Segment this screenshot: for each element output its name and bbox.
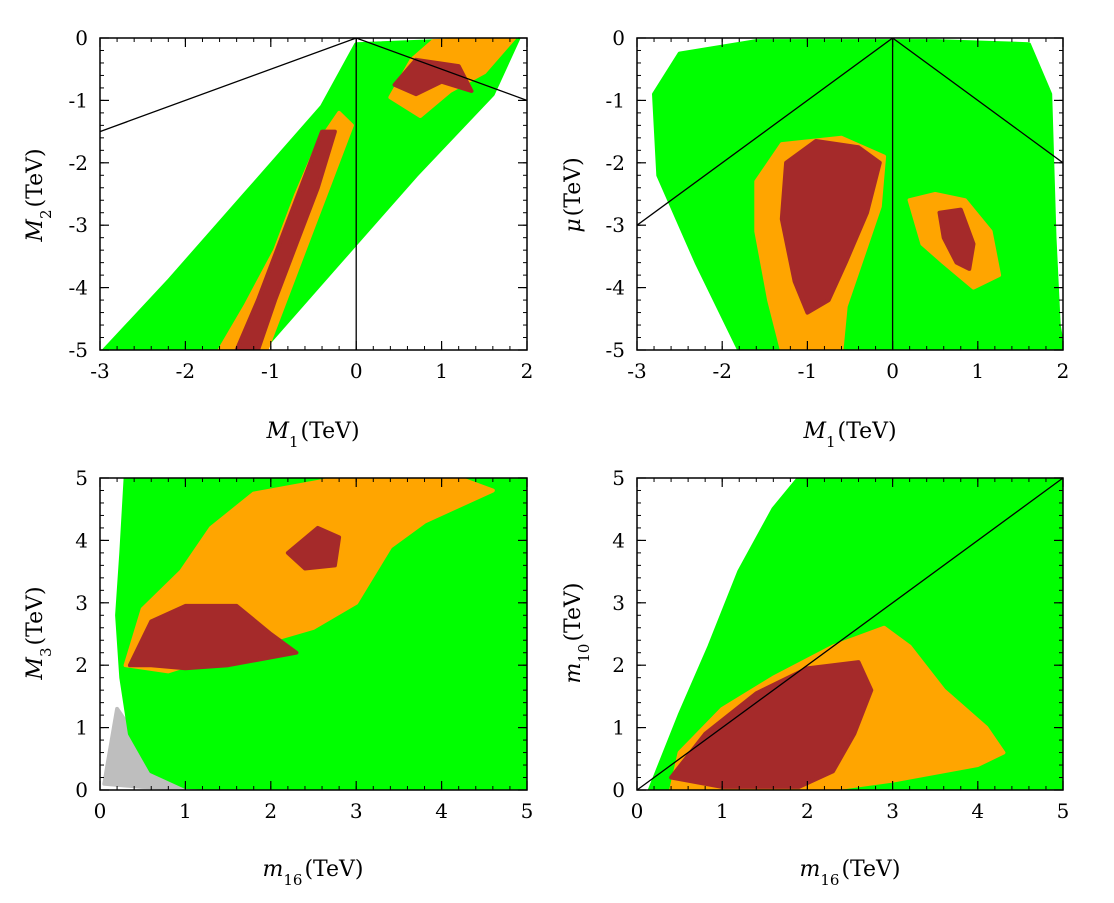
y-tick-label: -3 bbox=[606, 213, 625, 237]
y-tick-label: 0 bbox=[612, 26, 625, 50]
y-axis-label: μ(TeV) bbox=[561, 157, 586, 232]
y-tick-label: 3 bbox=[612, 591, 625, 615]
y-tick-label: 1 bbox=[75, 716, 88, 740]
x-axis-label: M1(TeV) bbox=[265, 419, 359, 451]
x-tick-label: -3 bbox=[90, 359, 109, 383]
x-tick-label: 0 bbox=[350, 359, 363, 383]
x-tick-label: -2 bbox=[176, 359, 195, 383]
y-tick-label: 2 bbox=[75, 653, 88, 677]
region-brown-lower bbox=[127, 603, 299, 671]
axis-ticks: 0 1 2 3 4 5 0 1 2 3 4 5 bbox=[612, 466, 1069, 823]
reference-line-0 bbox=[100, 38, 357, 133]
panel-m1-m2: -3 -2 -1 0 1 2 0 -1 -2 -3 -4 -5 M1(TeV) M2(TeV) bbox=[23, 26, 533, 451]
y-tick-label: 0 bbox=[75, 26, 88, 50]
y-tick-label: -2 bbox=[69, 151, 88, 175]
region-brown-left bbox=[779, 139, 882, 315]
plot-frame bbox=[636, 37, 1064, 351]
x-tick-label: 0 bbox=[886, 359, 899, 383]
y-tick-label: 2 bbox=[612, 653, 625, 677]
y-axis-label: M2(TeV) bbox=[23, 148, 55, 242]
y-tick-label: -1 bbox=[606, 88, 625, 112]
reference-lines bbox=[637, 478, 1063, 790]
x-tick-label: 4 bbox=[971, 799, 984, 823]
x-tick-label: 3 bbox=[886, 799, 899, 823]
x-axis-label: m16(TeV) bbox=[262, 857, 363, 889]
axis-ticks: -3 -2 -1 0 1 2 0 -1 -2 -3 -4 -5 bbox=[69, 26, 534, 383]
x-tick-label: 5 bbox=[521, 799, 534, 823]
region-brown-upper bbox=[285, 525, 342, 571]
y-tick-label: 0 bbox=[75, 778, 88, 802]
x-tick-label: 0 bbox=[631, 799, 644, 823]
axis-ticks: 0 1 2 3 4 5 0 1 2 3 4 5 bbox=[75, 466, 533, 823]
y-tick-label: 5 bbox=[75, 466, 88, 490]
y-tick-label: -1 bbox=[69, 88, 88, 112]
x-axis-label: m16(TeV) bbox=[799, 857, 900, 889]
reference-lines bbox=[100, 38, 527, 350]
region-brown-right bbox=[937, 207, 976, 271]
panel-m16-m10: 0 1 2 3 4 5 0 1 2 3 4 5 m16(TeV) m10(TeV) bbox=[561, 466, 1069, 889]
x-tick-label: 1 bbox=[435, 359, 448, 383]
x-tick-label: 5 bbox=[1057, 799, 1070, 823]
y-tick-label: -3 bbox=[69, 213, 88, 237]
axis-ticks: -3 -2 -1 0 1 2 0 -1 -2 -3 -4 -5 bbox=[606, 26, 1070, 383]
y-tick-label: 5 bbox=[612, 466, 625, 490]
x-tick-label: -1 bbox=[261, 359, 280, 383]
panel-m1-mu: -3 -2 -1 0 1 2 0 -1 -2 -3 -4 -5 M1(TeV) μ(TeV) bbox=[561, 26, 1069, 451]
y-tick-label: 4 bbox=[612, 528, 625, 552]
x-tick-label: 1 bbox=[716, 799, 729, 823]
y-tick-label: -5 bbox=[606, 338, 625, 362]
reference-line-1 bbox=[892, 38, 1063, 164]
x-tick-label: -1 bbox=[798, 359, 817, 383]
region-brown-band bbox=[234, 129, 337, 350]
plot-frame bbox=[636, 477, 1064, 791]
scatter-regions bbox=[102, 478, 527, 790]
y-tick-label: 4 bbox=[75, 528, 88, 552]
y-tick-label: -4 bbox=[69, 276, 88, 300]
reference-lines bbox=[637, 38, 1063, 350]
x-tick-label: 2 bbox=[264, 799, 277, 823]
y-tick-label: 0 bbox=[612, 778, 625, 802]
y-tick-label: -2 bbox=[606, 151, 625, 175]
x-tick-label: 1 bbox=[971, 359, 984, 383]
plot-frame bbox=[99, 37, 528, 351]
plot-frame bbox=[99, 477, 528, 791]
y-axis-label: m10(TeV) bbox=[561, 582, 593, 683]
x-tick-label: 1 bbox=[179, 799, 192, 823]
scatter-regions bbox=[652, 39, 1063, 350]
x-tick-label: 2 bbox=[521, 359, 534, 383]
x-tick-label: -2 bbox=[712, 359, 731, 383]
x-tick-label: 4 bbox=[435, 799, 448, 823]
reference-line-0 bbox=[637, 478, 1063, 790]
x-tick-label: -3 bbox=[627, 359, 646, 383]
reference-line-0 bbox=[637, 38, 893, 226]
y-tick-label: -5 bbox=[69, 338, 88, 362]
scatter-regions bbox=[647, 478, 1063, 790]
y-tick-label: 1 bbox=[612, 716, 625, 740]
panel-m16-m3: 0 1 2 3 4 5 0 1 2 3 4 5 m16(TeV) M3(TeV) bbox=[23, 466, 533, 889]
scatter-regions bbox=[102, 38, 521, 350]
x-tick-label: 2 bbox=[801, 799, 814, 823]
y-tick-label: -4 bbox=[606, 276, 625, 300]
x-tick-label: 0 bbox=[94, 799, 107, 823]
reference-line-1 bbox=[355, 38, 527, 102]
x-tick-label: 3 bbox=[350, 799, 363, 823]
y-tick-label: 3 bbox=[75, 591, 88, 615]
x-tick-label: 2 bbox=[1057, 359, 1070, 383]
y-axis-label: M3(TeV) bbox=[23, 586, 55, 680]
x-axis-label: M1(TeV) bbox=[802, 419, 896, 451]
